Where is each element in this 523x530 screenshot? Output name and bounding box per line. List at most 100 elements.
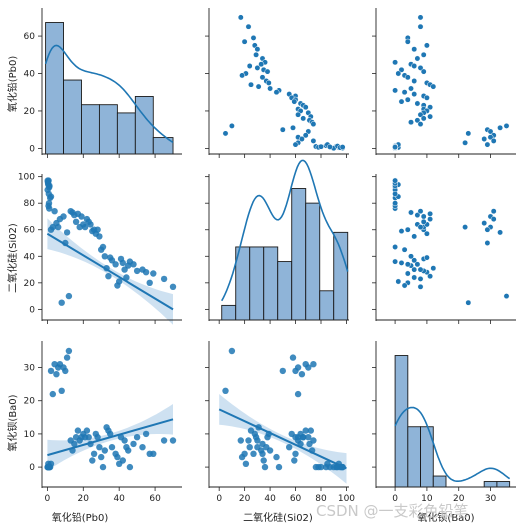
hist-bar xyxy=(291,188,307,321)
x-tick-label: 0 xyxy=(45,494,51,504)
scatter-point xyxy=(250,450,257,457)
scatter-point xyxy=(414,261,421,268)
scatter-point xyxy=(139,266,146,273)
scatter-point xyxy=(133,434,141,441)
scatter-point xyxy=(414,212,421,219)
scatter-point xyxy=(266,447,274,454)
scatter-point xyxy=(430,83,437,90)
scatter-point xyxy=(401,282,408,289)
scatter-point xyxy=(142,430,150,438)
scatter-point xyxy=(411,257,418,264)
scatter-point xyxy=(267,85,274,92)
x-tick-label: 80 xyxy=(315,494,327,504)
scatter-point xyxy=(392,59,399,66)
scatter-point xyxy=(307,427,314,434)
scatter-point xyxy=(45,463,52,471)
y-tick-label: 0 xyxy=(29,463,35,473)
scatter-point xyxy=(47,367,55,375)
scatter-point xyxy=(63,354,71,361)
scatter-point xyxy=(462,224,469,231)
scatter-point xyxy=(430,265,437,272)
scatter-point xyxy=(103,424,110,431)
scatter-point xyxy=(411,46,418,53)
scatter-point xyxy=(45,200,53,207)
scatter-point xyxy=(292,141,299,148)
hist-bar xyxy=(483,481,498,488)
kde-curve xyxy=(394,406,511,483)
scatter-point xyxy=(318,143,324,150)
scatter-point xyxy=(239,72,246,79)
panel-sio2-vs-bao xyxy=(372,174,516,324)
hist-bar xyxy=(221,304,237,321)
scatter-point xyxy=(107,254,114,261)
scatter-point xyxy=(98,246,105,253)
scatter-point xyxy=(404,38,411,45)
scatter-point xyxy=(265,79,272,86)
scatter-point xyxy=(146,279,153,286)
scatter-point xyxy=(222,387,229,394)
scatter-point xyxy=(238,453,246,461)
scatter-point xyxy=(255,83,262,90)
scatter-point xyxy=(392,258,399,265)
scatter-point xyxy=(484,240,491,246)
scatter-point xyxy=(423,230,430,237)
scatter-point xyxy=(250,34,257,41)
y-axis-label-pbo: 氧化铅(Pb0) xyxy=(6,56,19,113)
scatter-point xyxy=(45,177,52,184)
scatter-point xyxy=(160,437,168,444)
scatter-point xyxy=(74,427,82,434)
scatter-point xyxy=(112,450,119,457)
scatter-point xyxy=(300,434,307,441)
scatter-point xyxy=(462,139,469,146)
scatter-point xyxy=(294,437,302,444)
scatter-point xyxy=(411,266,418,273)
scatter-point xyxy=(47,226,55,233)
scatter-point xyxy=(417,64,424,71)
scatter-point xyxy=(49,390,56,398)
scatter-point xyxy=(139,444,146,451)
scatter-point xyxy=(264,68,271,75)
hist-bar xyxy=(81,104,100,155)
scatter-point xyxy=(417,121,424,128)
scatter-point xyxy=(423,42,430,49)
hist-bar xyxy=(98,104,118,155)
scatter-point xyxy=(497,229,504,236)
scatter-point xyxy=(408,209,414,216)
scatter-point xyxy=(326,143,333,150)
scatter-point xyxy=(63,229,71,236)
scatter-point xyxy=(92,430,100,438)
scatter-point xyxy=(392,87,399,94)
scatter-point xyxy=(411,63,418,69)
scatter-point xyxy=(497,124,504,131)
x-axis-label-bao: 氧化钡(Ba0) xyxy=(417,511,474,524)
scatter-point xyxy=(326,463,334,471)
scatter-point xyxy=(398,98,405,105)
scatter-point xyxy=(317,463,325,471)
scatter-point xyxy=(302,104,309,111)
scatter-point xyxy=(89,227,96,235)
scatter-point xyxy=(392,200,399,207)
scatter-point xyxy=(404,270,411,277)
regression-line xyxy=(47,418,174,457)
scatter-point xyxy=(414,55,421,62)
x-tick-label: 40 xyxy=(113,494,125,504)
y-tick-label: 60 xyxy=(24,32,36,42)
scatter-point xyxy=(414,100,421,107)
scatter-point xyxy=(417,208,424,215)
scatter-point xyxy=(300,115,307,122)
scatter-point xyxy=(417,283,424,290)
scatter-point xyxy=(126,463,134,471)
y-axis-label-sio2: 二氧化硅(Si02) xyxy=(6,223,19,293)
scatter-point xyxy=(417,266,424,273)
scatter-point xyxy=(395,70,402,77)
scatter-point xyxy=(65,347,73,355)
scatter-point xyxy=(398,259,405,266)
scatter-point xyxy=(292,450,299,457)
scatter-point xyxy=(401,246,408,253)
scatter-point xyxy=(261,463,269,471)
y-tick-label: 20 xyxy=(24,397,36,407)
scatter-point xyxy=(72,434,80,441)
scatter-point xyxy=(404,226,411,233)
scatter-point xyxy=(302,132,309,139)
scatter-point xyxy=(286,444,293,451)
